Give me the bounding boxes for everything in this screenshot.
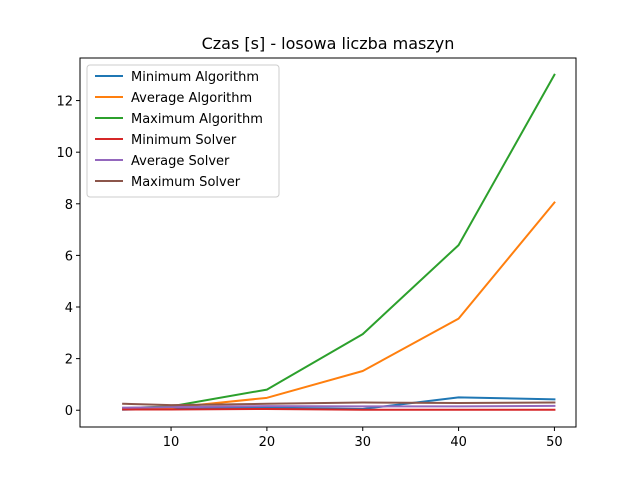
legend-box	[86, 64, 280, 198]
y-tick-label: 8	[65, 198, 73, 213]
x-tick-label: 30	[354, 435, 371, 450]
chart-title: Czas [s] - losowa liczba maszyn	[202, 34, 455, 53]
plot-frame	[79, 57, 577, 428]
series-line-4	[122, 407, 556, 411]
legend-label-5: Average Solver	[131, 154, 230, 169]
legend: Minimum Algorithm Average Algorithm Maximu…	[86, 64, 280, 198]
legend-label-4: Minimum Solver	[131, 133, 237, 148]
legend-label-1: Minimum Algorithm	[131, 70, 259, 85]
series-line-6	[122, 401, 556, 407]
x-tick-label: 50	[546, 435, 563, 450]
y-tick-label: 6	[65, 249, 73, 264]
y-tick-label: 4	[65, 301, 73, 316]
y-tick-label: 10	[56, 146, 73, 161]
series-line-5	[122, 404, 556, 409]
x-tick-label: 40	[450, 435, 467, 450]
legend-label-3: Maximum Algorithm	[131, 112, 263, 127]
legend-label-2: Average Algorithm	[131, 91, 252, 106]
plot-lines	[122, 73, 556, 411]
axes: 10 20 30 40 50 0 2 4 6 8 10 12	[56, 57, 577, 450]
series-line-2	[122, 201, 556, 410]
y-tick-label: 12	[56, 95, 73, 110]
x-tick-label: 10	[163, 435, 180, 450]
y-tick-label: 0	[65, 404, 73, 419]
legend-label-6: Maximum Solver	[131, 175, 241, 190]
y-tick-label: 2	[65, 353, 73, 368]
x-tick-label: 20	[259, 435, 276, 450]
